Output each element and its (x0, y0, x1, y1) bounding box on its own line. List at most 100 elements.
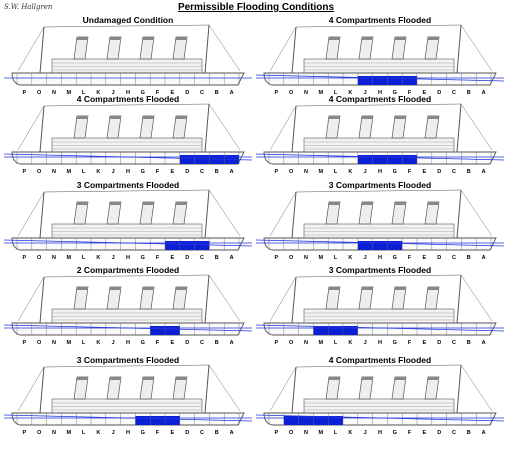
flooded-compartment-D (179, 241, 195, 250)
compartment-letter: E (422, 169, 427, 175)
compartment-letter: A (229, 430, 234, 436)
funnel (106, 36, 122, 60)
funnel (391, 376, 407, 400)
compartment-letter: F (155, 340, 160, 346)
compartment-letter: J (363, 169, 367, 175)
rigging-line (17, 366, 45, 412)
compartment-letter: K (348, 255, 353, 261)
flooded-waterline (256, 153, 504, 161)
flood-panel: Undamaged Condition P O N M L K J H G F E D C B A (4, 15, 252, 99)
flooded-compartment-J (357, 155, 373, 164)
rigging-line (295, 103, 462, 107)
compartment-letter: L (333, 90, 338, 96)
flooded-compartment-G (387, 76, 403, 85)
compartment-letter: M (66, 340, 72, 346)
compartment-letter: F (155, 430, 160, 436)
fore-mast (204, 24, 210, 74)
flooded-compartment-C (194, 155, 210, 164)
superstructure (303, 58, 455, 74)
funnel (391, 286, 407, 310)
compartment-letter: E (170, 90, 175, 96)
funnel (424, 286, 440, 310)
rigging-line (295, 274, 462, 278)
compartment-letter: O (37, 430, 42, 436)
panel-title: 4 Compartments Flooded (328, 94, 432, 104)
compartment-letter: E (170, 169, 175, 175)
compartment-letter: P (22, 169, 27, 175)
funnel-top (176, 116, 187, 119)
funnel (358, 376, 374, 400)
fore-mast (204, 274, 210, 324)
ship-diagram (256, 364, 504, 426)
compartment-letter: G (140, 430, 145, 436)
flooded-compartment-D (179, 155, 195, 164)
flood-panel: 4 Compartments Flooded P O N M L K J H G F E D C B A (4, 94, 252, 178)
rigging-line (460, 103, 493, 151)
compartment-letter: D (437, 255, 442, 261)
rigging-line (269, 191, 297, 237)
compartment-letter: B (214, 255, 219, 261)
funnel (325, 201, 341, 225)
compartment-letter: P (22, 255, 27, 261)
rigging-line (269, 26, 297, 72)
aft-mast (39, 26, 45, 74)
compartment-letter: E (422, 255, 427, 261)
funnel-top (428, 37, 439, 40)
compartment-letter: F (407, 255, 412, 261)
funnel (358, 286, 374, 310)
signature: S.W. Hallgren (4, 3, 53, 11)
compartment-letter: J (111, 169, 115, 175)
compartment-letter: H (378, 90, 382, 96)
compartment-letter: C (200, 255, 204, 261)
flooded-compartment-G (387, 241, 403, 250)
compartment-letter: M (318, 90, 324, 96)
compartment-letter: C (452, 430, 456, 436)
flood-panel: 4 Compartments Flooded P O N M L K J H G F E D C B A (256, 15, 504, 99)
compartment-letter: A (481, 255, 486, 261)
compartment-letter: N (304, 340, 308, 346)
compartment-letter: A (229, 255, 234, 261)
flooded-compartment-M (313, 326, 329, 335)
compartment-letter: K (96, 169, 101, 175)
funnel-top (428, 287, 439, 290)
compartment-letter: N (52, 340, 56, 346)
compartment-letter: L (333, 169, 338, 175)
funnel (325, 115, 341, 139)
rigging-line (43, 103, 210, 107)
flooded-compartment-F (150, 416, 165, 425)
funnel-top (77, 287, 88, 290)
compartment-letter: J (363, 430, 367, 436)
panel-title: 4 Compartments Flooded (328, 15, 432, 25)
compartment-letter: D (185, 169, 190, 175)
rigging-line (208, 24, 241, 72)
panel-title: Undamaged Condition (82, 15, 174, 25)
compartment-letter: G (140, 340, 145, 346)
flooded-compartment-K (343, 326, 358, 335)
compartment-letter: G (392, 169, 397, 175)
superstructure (51, 223, 203, 239)
compartment-letter: L (81, 430, 86, 436)
funnel-top (110, 116, 121, 119)
compartment-letter: K (348, 340, 353, 346)
hull (11, 412, 245, 426)
rigging-line (17, 105, 45, 151)
compartment-letter: D (437, 90, 442, 96)
compartment-letter: N (304, 169, 308, 175)
compartment-letter: J (363, 90, 367, 96)
compartment-letter: H (126, 255, 130, 261)
rigging-line (295, 364, 462, 368)
compartment-letter: O (37, 90, 42, 96)
compartment-letter: A (481, 430, 486, 436)
flooded-compartment-O (283, 416, 299, 425)
fore-mast (456, 189, 462, 239)
funnel-top (110, 287, 121, 290)
funnel (424, 201, 440, 225)
funnel-top (362, 377, 373, 380)
flooded-compartment-F (402, 76, 417, 85)
compartment-letter: D (185, 255, 190, 261)
compartment-letter: D (437, 169, 442, 175)
funnel (73, 201, 89, 225)
funnel-top (428, 377, 439, 380)
funnel-top (110, 377, 121, 380)
